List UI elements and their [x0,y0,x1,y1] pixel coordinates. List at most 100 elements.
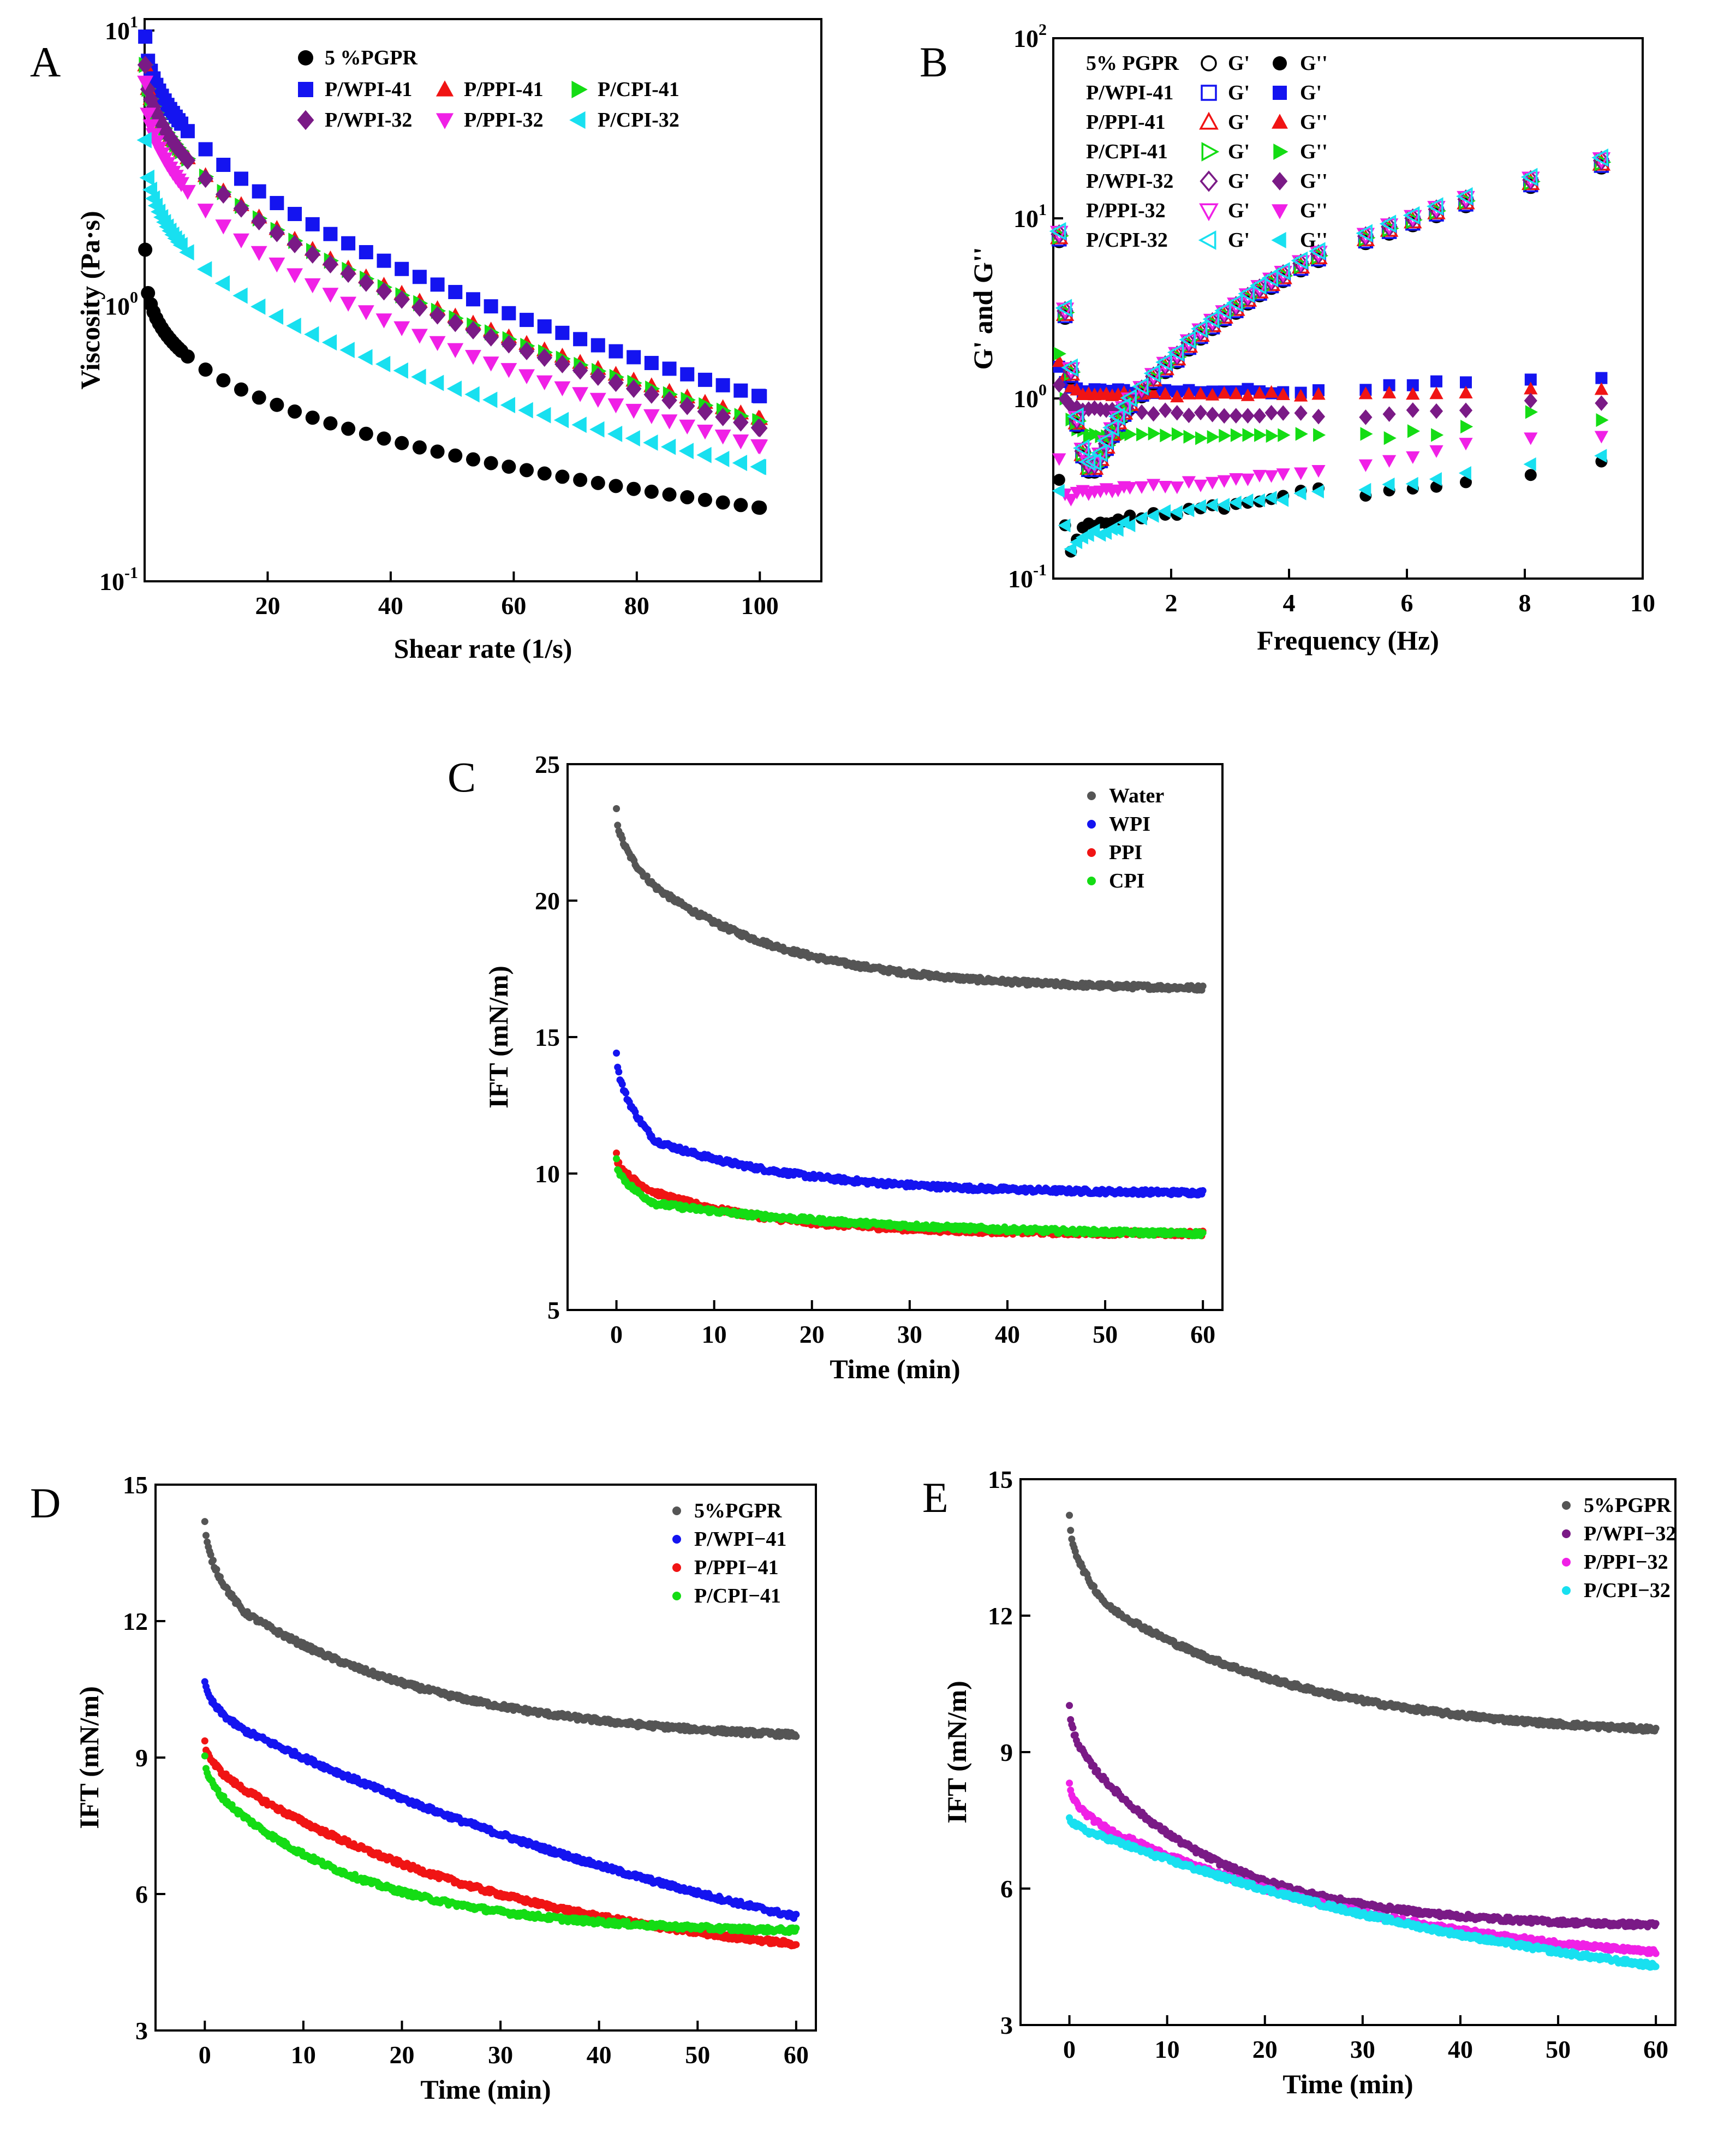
legend-gpp-label: G'' [1300,229,1328,252]
data-point [1241,408,1255,424]
data-point [377,431,391,446]
data-point [447,343,464,358]
data-point [1382,406,1396,422]
data-point [732,455,748,472]
x-tick-label: 50 [1093,1320,1118,1348]
x-tick-label: 10 [702,1320,727,1348]
data-point [1382,385,1397,398]
data-point [1524,432,1538,445]
data-point [1382,455,1397,468]
data-point [305,245,321,264]
data-point [411,298,428,317]
y-tick-label: 10 [535,1160,560,1188]
data-point [412,270,427,284]
x-tick-label: 20 [389,2041,414,2069]
data-point [1053,347,1066,361]
data-point [213,1565,220,1573]
data-point [1524,469,1537,481]
data-point [644,356,659,371]
legend-label: Water [1109,784,1164,807]
legend-marker [436,113,454,129]
series-0 [201,1518,800,1740]
data-point [1228,495,1242,510]
data-point [1076,485,1090,498]
legend-gpp-label: G'' [1300,199,1328,222]
data-point [732,434,749,450]
data-point [1064,398,1078,414]
data-point [138,242,153,257]
y-tick-label: 20 [535,887,560,915]
data-point [1594,382,1609,395]
data-point [1207,430,1220,444]
data-point [1524,373,1537,386]
data-point [1524,382,1538,395]
data-point [1102,418,1119,437]
data-point [1084,452,1102,471]
data-point [679,419,696,435]
legend-marker-gpp [1272,114,1288,129]
legend-marker-gp [1199,111,1219,130]
data-point [1383,431,1397,445]
data-point [1052,484,1065,498]
data-point [662,487,677,502]
data-point [358,273,374,292]
data-point [1311,408,1326,425]
data-point [1217,386,1231,399]
x-tick-label: 0 [199,2041,211,2069]
legend-label: 5 %PGPR [325,46,417,69]
data-point [464,386,480,403]
x-tick-label: 8 [1519,589,1531,617]
data-point [1523,457,1536,472]
y-tick-label: 10-1 [1008,561,1047,593]
series-1 [613,1049,1207,1199]
data-point [1293,486,1307,501]
data-point [1429,386,1443,400]
data-point [252,184,266,199]
data-point [1431,428,1444,442]
y-tick-label: 10-1 [99,564,138,595]
data-point [482,391,498,408]
data-point [198,169,213,188]
series-0 [138,242,767,515]
data-point [448,285,463,300]
legend-gpp-label: G'' [1300,111,1328,134]
y-tick-label: 15 [123,1471,148,1499]
data-point [1146,385,1161,398]
data-point [536,348,553,367]
data-point [1406,402,1419,418]
data-point [1114,397,1131,416]
data-point [1158,386,1172,400]
data-point [590,475,605,490]
data-point [1242,428,1255,442]
data-point [573,332,588,347]
legend-label: P/CPI-32 [1086,229,1168,252]
data-point [202,1532,210,1539]
data-point [1591,148,1608,167]
x-tick-label: 60 [1190,1320,1215,1348]
series-4 [137,56,768,438]
data-point [589,421,605,438]
data-point [1147,406,1160,422]
data-point [484,299,498,314]
data-point [1525,405,1538,419]
data-point [215,219,232,235]
x-tick-label: 10 [291,2041,316,2069]
data-point [697,492,712,507]
x-tick-label: 40 [378,592,403,620]
data-point [288,404,302,419]
data-point [1252,408,1267,424]
legend-marker-gpp [1272,172,1288,190]
data-point [1460,476,1472,489]
data-point [1407,424,1420,438]
data-point [1230,428,1243,442]
data-point [359,245,373,260]
data-point [751,419,768,438]
data-point [1252,469,1267,483]
data-point [1429,445,1443,458]
data-point [1190,319,1208,338]
data-point [393,290,410,309]
data-point [680,367,695,382]
data-point [179,184,196,200]
